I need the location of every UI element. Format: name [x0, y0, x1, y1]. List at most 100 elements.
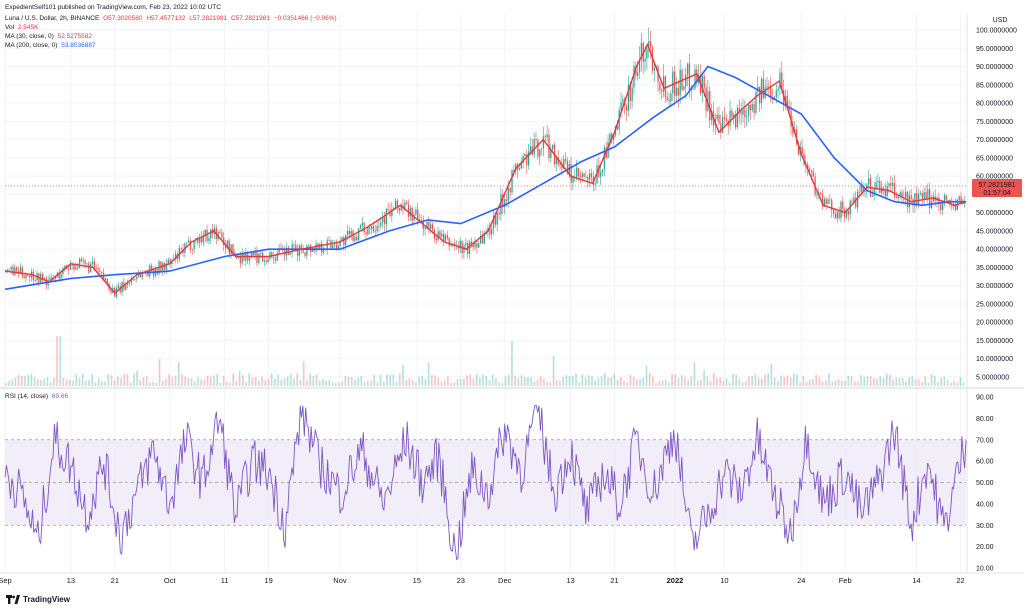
- volume-line[interactable]: Vol 2.545K: [5, 24, 40, 32]
- volume-bar: [27, 374, 30, 386]
- volume-bar: [363, 381, 366, 386]
- volume-bar: [837, 379, 840, 386]
- volume-bar: [866, 376, 869, 386]
- volume-bar: [748, 376, 750, 386]
- candle-body: [252, 252, 254, 256]
- candle-body: [921, 193, 923, 199]
- candle-body: [202, 236, 205, 243]
- price-tick-label: 50.0000000: [976, 210, 1013, 217]
- candle-body: [99, 270, 101, 272]
- volume-bar: [386, 374, 388, 386]
- candle-body: [370, 225, 373, 229]
- candle-body: [91, 261, 94, 265]
- candle-body: [16, 267, 18, 272]
- candle-body: [248, 257, 251, 261]
- volume-bar: [495, 378, 497, 386]
- volume-bar: [53, 377, 55, 386]
- volume-bar: [463, 378, 465, 386]
- ma30-line[interactable]: MA (30, close, 0) 52.5275582: [5, 33, 94, 41]
- candle-body: [34, 280, 36, 281]
- candle-body: [862, 186, 864, 192]
- rsi-tick-label: 80.00: [976, 416, 994, 423]
- candle-body: [418, 219, 421, 221]
- candle-body: [834, 214, 837, 219]
- footer-brand[interactable]: TradingView: [23, 595, 70, 604]
- candle-body: [130, 279, 132, 283]
- volume-bar: [498, 382, 500, 386]
- candle-body: [12, 266, 14, 276]
- candle-body: [348, 230, 351, 235]
- volume-bar: [43, 378, 46, 386]
- volume-bar: [283, 378, 286, 386]
- volume-bar: [773, 377, 776, 386]
- candle-body: [871, 195, 874, 197]
- candle-body: [383, 216, 386, 225]
- time-tick-label: 21: [111, 576, 119, 585]
- volume-bar: [501, 382, 504, 386]
- volume-bar: [924, 376, 926, 386]
- volume-bar: [360, 375, 363, 386]
- volume-bar: [799, 382, 802, 386]
- rsi-line[interactable]: RSI (14, close) 69.66: [5, 393, 70, 401]
- volume-bar: [21, 375, 23, 386]
- volume-bar: [744, 381, 747, 386]
- candle-body: [683, 86, 685, 90]
- candle-body: [672, 71, 674, 94]
- candle-body: [58, 272, 60, 279]
- candle-body: [563, 158, 565, 169]
- rsi-tick-label: 40.00: [976, 501, 994, 508]
- candle-body: [287, 247, 290, 255]
- rsi-tick-label: 50.00: [976, 480, 994, 487]
- candle-body: [503, 199, 506, 208]
- candle-body: [629, 84, 631, 101]
- volume-bar: [357, 377, 359, 386]
- volume-bar: [600, 376, 603, 386]
- tradingview-logo-icon: [6, 595, 20, 604]
- candle-body: [611, 133, 613, 140]
- candle-body: [555, 157, 558, 165]
- volume-bar: [594, 379, 597, 386]
- volume-bar: [690, 376, 693, 386]
- candle-body: [764, 87, 766, 98]
- volume-bar: [286, 376, 289, 386]
- volume-label: Vol: [5, 24, 15, 31]
- volume-bar: [129, 382, 132, 386]
- candle-body: [733, 114, 735, 118]
- volume-bar: [956, 382, 958, 386]
- volume-bar: [85, 380, 87, 386]
- volume-bar: [91, 374, 94, 386]
- candle-body: [49, 277, 51, 280]
- candle-body: [546, 134, 548, 138]
- volume-bar: [197, 377, 199, 386]
- candle-body: [659, 82, 661, 91]
- candle-body: [564, 158, 567, 161]
- candle-body: [345, 235, 347, 246]
- candle-body: [64, 265, 66, 268]
- volume-bar: [741, 382, 744, 386]
- volume-bar: [889, 374, 891, 386]
- volume-bar: [604, 373, 606, 386]
- candle-body: [365, 232, 367, 235]
- symbol-name[interactable]: Luna / U.S. Dollar, 2h, BINANCE: [5, 15, 100, 22]
- candle-body: [446, 235, 448, 238]
- candle-body: [831, 200, 833, 210]
- volume-bar: [809, 379, 811, 386]
- candle-body: [350, 231, 352, 235]
- volume-bar: [860, 375, 862, 386]
- ma200-line[interactable]: MA (200, close, 0) 53.8036887: [5, 42, 98, 50]
- candle-body: [304, 252, 306, 256]
- candle-body: [60, 274, 62, 279]
- candle-body: [260, 252, 262, 254]
- candle-body: [829, 199, 831, 201]
- candle-body: [442, 233, 445, 241]
- volume-bar: [507, 374, 510, 386]
- volume-bar: [46, 377, 49, 386]
- candle-body: [509, 187, 511, 193]
- volume-bar: [238, 370, 241, 386]
- candle-body: [751, 104, 753, 111]
- volume-bar: [59, 336, 62, 386]
- volume-bar: [652, 376, 654, 386]
- candle-body: [627, 84, 630, 111]
- candle-body: [411, 207, 413, 221]
